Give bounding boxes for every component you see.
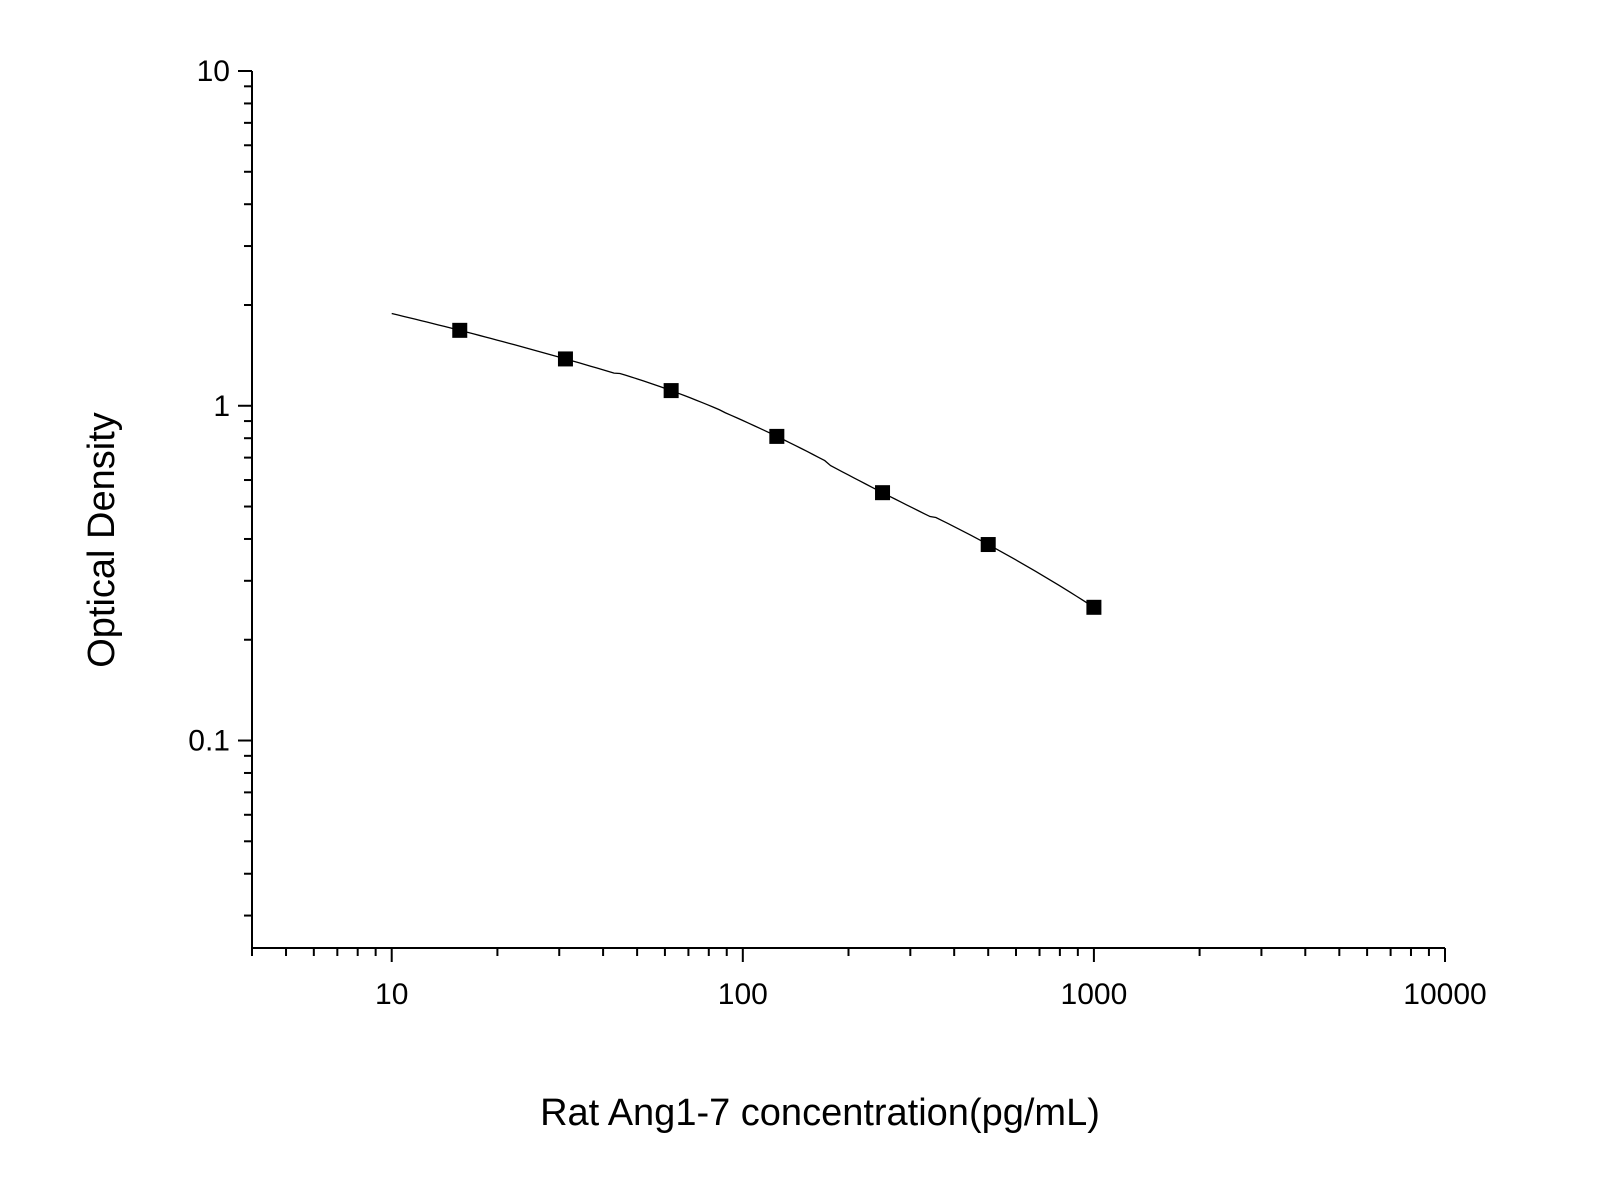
y-tick-label: 10 [197,55,230,88]
y-tick-label: 1 [213,390,230,423]
x-tick-label: 10 [375,978,408,1011]
data-point [1086,599,1102,615]
axes: 10 100 1000 10000 0.1 1 10 [188,55,1486,1011]
x-tick-label: 10000 [1403,978,1486,1011]
fit-curve-layer [391,312,1095,608]
data-point [980,537,996,553]
data-point [452,322,468,338]
data-points-layer [452,322,1102,615]
data-point [663,383,679,399]
data-point [557,351,573,367]
x-axis-title: Rat Ang1-7 concentration(pg/mL) [540,1092,1100,1134]
x-tick-label: 100 [718,978,768,1011]
data-point [875,485,891,501]
fit-curve [391,312,1095,608]
y-axis-title: Optical Density [81,412,123,668]
y-tick-label: 0.1 [188,725,230,758]
x-tick-label: 1000 [1061,978,1128,1011]
data-point [769,428,785,444]
